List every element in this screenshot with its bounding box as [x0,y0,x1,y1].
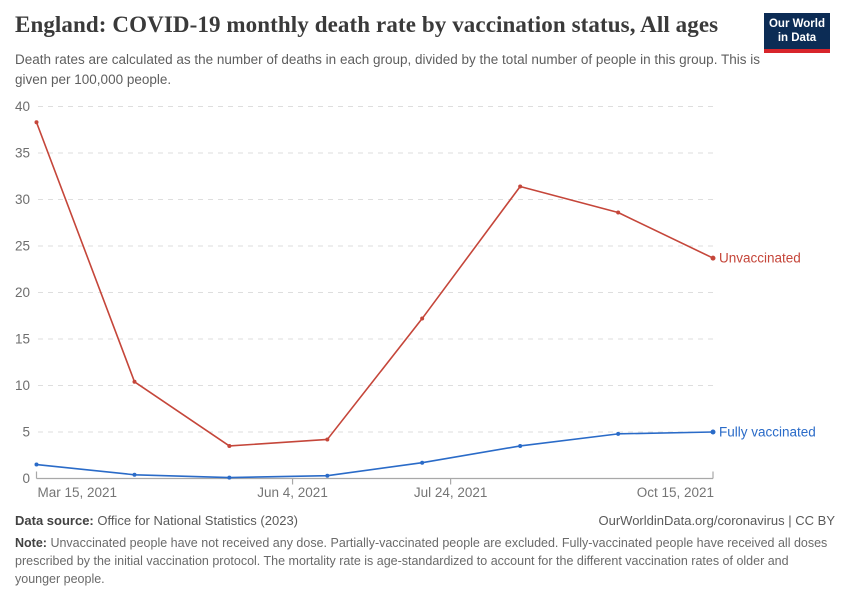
owid-logo-line1: Our World [768,18,825,30]
y-tick-label: 5 [22,425,30,440]
owid-logo: Our World in Data [764,13,830,53]
data-source-text: Office for National Statistics (2023) [97,513,298,528]
x-tick-label: Mar 15, 2021 [38,485,118,500]
page-title: England: COVID-19 monthly death rate by … [15,12,719,37]
series-label-fully-vaccinated: Fully vaccinated [719,425,816,440]
x-tick-label: Jun 4, 2021 [257,485,328,500]
data-point-fully-vaccinated [420,460,425,465]
data-point-unvaccinated [518,184,523,189]
y-tick-label: 25 [15,239,30,254]
owid-logo-line2: in Data [777,32,817,45]
series-line-unvaccinated [35,122,714,447]
chart-note: Note: Unvaccinated people have not recei… [15,535,837,588]
data-point-unvaccinated [325,437,330,442]
y-tick-label: 0 [22,471,30,486]
data-point-fully-vaccinated [227,475,232,480]
note-text: Unvaccinated people have not received an… [15,536,828,586]
data-point-fully-vaccinated [518,443,523,448]
y-tick-label: 30 [15,192,30,207]
data-point-fully-vaccinated [325,473,330,478]
data-point-unvaccinated [710,255,716,261]
data-source-label: Data source: [15,513,94,528]
data-point-fully-vaccinated [616,431,621,436]
x-tick-label: Oct 15, 2021 [637,485,714,500]
data-point-fully-vaccinated [132,472,137,477]
y-tick-label: 40 [15,99,30,114]
data-source: Data source: Office for National Statist… [15,513,298,528]
x-tick-label: Jul 24, 2021 [414,485,488,500]
data-point-fully-vaccinated [710,429,716,435]
note-label: Note: [15,536,47,550]
data-point-unvaccinated [132,379,137,384]
y-tick-label: 10 [15,378,30,393]
series-label-unvaccinated: Unvaccinated [719,251,801,266]
attribution: OurWorldinData.org/coronavirus | CC BY [598,513,835,528]
data-point-unvaccinated [420,316,425,321]
data-point-unvaccinated [34,120,39,125]
data-point-unvaccinated [227,443,232,448]
y-tick-label: 15 [15,332,30,347]
data-point-fully-vaccinated [34,462,39,467]
data-point-unvaccinated [616,210,621,215]
y-tick-label: 20 [15,285,30,300]
chart-subtitle: Death rates are calculated as the number… [15,52,760,88]
series-line-fully-vaccinated [36,431,714,479]
chart-footer: Data source: Office for National Statist… [15,513,835,588]
y-tick-label: 35 [15,146,30,161]
